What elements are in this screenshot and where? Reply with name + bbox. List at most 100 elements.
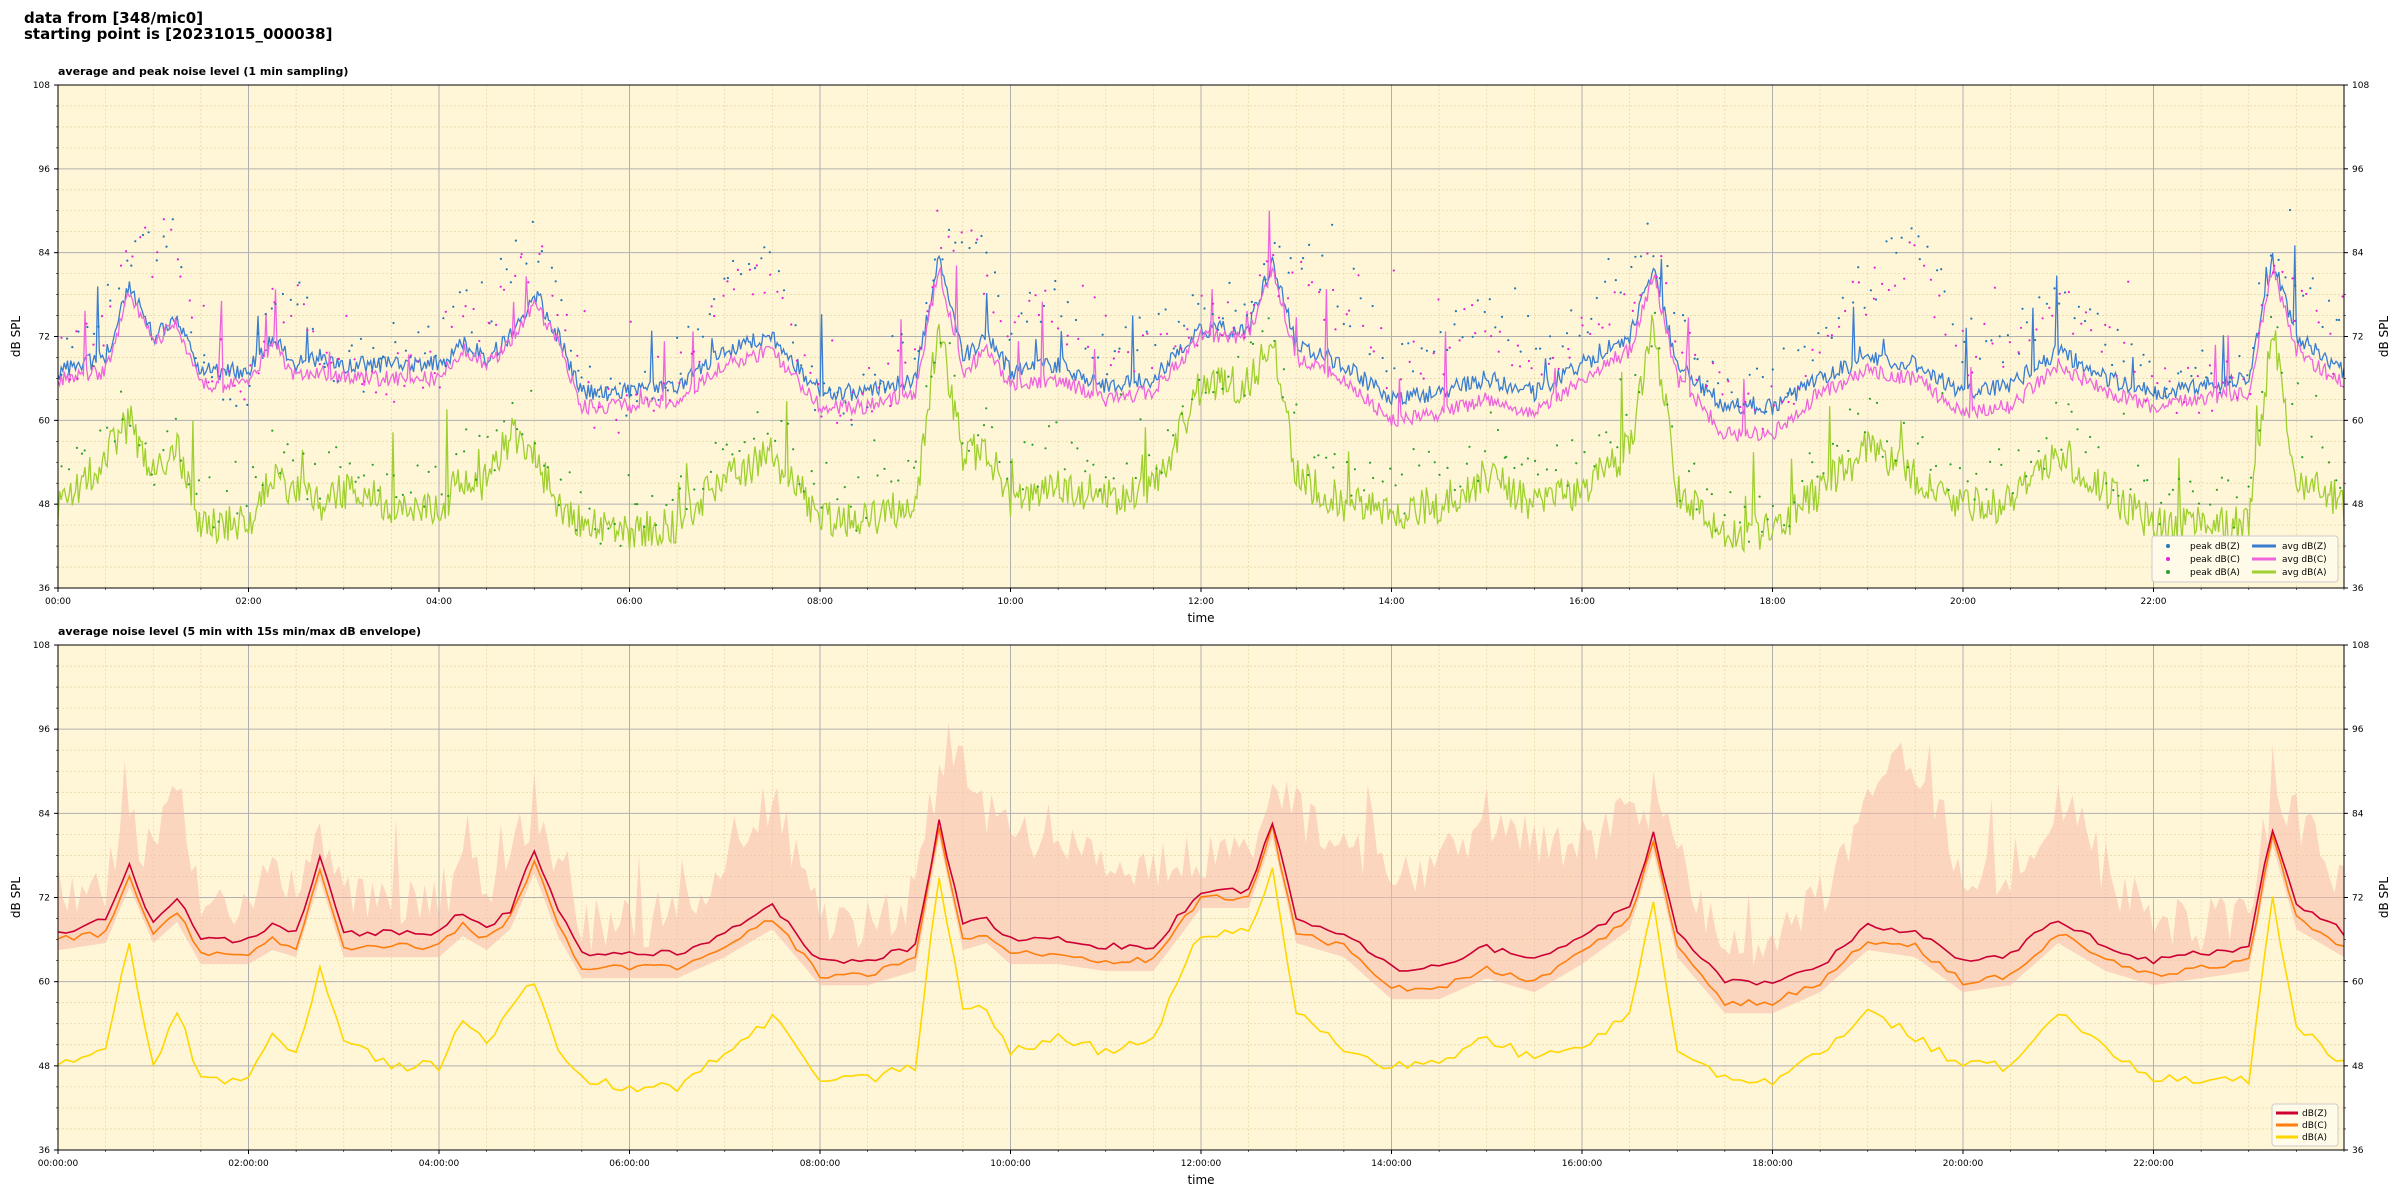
y-tick-label-right: 84 bbox=[2352, 249, 2364, 259]
y-tick-label: 72 bbox=[39, 894, 50, 904]
point-peak-dba bbox=[174, 417, 177, 420]
point-peak-dbz bbox=[1683, 319, 1686, 322]
point-peak-dba bbox=[447, 494, 450, 498]
point-peak-dba bbox=[1609, 441, 1612, 444]
legend-label: avg dB(Z) bbox=[2282, 542, 2327, 552]
point-peak-dbz bbox=[229, 398, 232, 401]
point-peak-dbc bbox=[416, 360, 419, 363]
point-peak-dba bbox=[1047, 425, 1051, 428]
point-peak-dbc bbox=[325, 351, 328, 354]
point-peak-dbz bbox=[1595, 296, 1598, 300]
point-peak-dbz bbox=[323, 362, 326, 365]
point-peak-dba bbox=[1104, 476, 1107, 479]
point-peak-dba bbox=[543, 464, 546, 467]
point-peak-dba bbox=[475, 478, 478, 481]
point-peak-dbc bbox=[2084, 311, 2088, 314]
point-peak-dba bbox=[2070, 410, 2073, 413]
point-peak-dbz bbox=[1336, 305, 1339, 308]
point-peak-dbc bbox=[2164, 367, 2167, 370]
point-peak-dbz bbox=[359, 337, 362, 340]
point-peak-dbz bbox=[404, 349, 407, 352]
point-peak-dbc bbox=[1357, 274, 1360, 277]
point-peak-dbc bbox=[1639, 294, 1642, 297]
point-peak-dbc bbox=[2133, 370, 2136, 373]
point-peak-dbc bbox=[1781, 400, 1784, 403]
point-peak-dba bbox=[1332, 466, 1335, 469]
point-peak-dbc bbox=[2300, 289, 2303, 292]
point-peak-dbz bbox=[60, 373, 63, 376]
point-peak-dbc bbox=[1511, 364, 1514, 367]
point-peak-dba bbox=[1216, 371, 1219, 374]
point-peak-dba bbox=[1545, 468, 1548, 471]
point-peak-dbz bbox=[2228, 380, 2231, 384]
y-tick-label: 72 bbox=[39, 333, 50, 343]
legend-label: avg dB(A) bbox=[2282, 568, 2326, 578]
point-peak-dbc bbox=[421, 386, 425, 389]
point-peak-dba bbox=[80, 452, 84, 455]
point-peak-dbz bbox=[1817, 332, 1820, 335]
point-peak-dba bbox=[463, 450, 466, 453]
point-peak-dba bbox=[709, 470, 713, 473]
point-peak-dba bbox=[1227, 375, 1230, 378]
point-peak-dbc bbox=[722, 294, 725, 297]
point-peak-dba bbox=[1353, 468, 1356, 471]
series-avg-dbc bbox=[57, 210, 2345, 442]
point-peak-dbz bbox=[509, 281, 512, 284]
point-peak-dbc bbox=[1623, 293, 1626, 296]
point-peak-dba bbox=[2160, 501, 2163, 504]
point-peak-dbc bbox=[1857, 281, 1860, 284]
series-peak-dbz bbox=[60, 208, 2341, 426]
point-peak-dbc bbox=[748, 268, 752, 271]
point-peak-dbz bbox=[2116, 328, 2119, 331]
point-peak-dbc bbox=[478, 339, 481, 343]
point-peak-dbz bbox=[1138, 316, 1141, 319]
point-peak-dba bbox=[162, 449, 165, 452]
point-peak-dba bbox=[1811, 461, 1814, 464]
point-peak-dbz bbox=[1570, 309, 1573, 312]
point-peak-dba bbox=[434, 465, 437, 468]
point-peak-dba bbox=[665, 503, 668, 507]
point-peak-dba bbox=[579, 491, 582, 494]
series-dba bbox=[57, 867, 2345, 1093]
point-peak-dbc bbox=[732, 288, 736, 291]
point-peak-dbc bbox=[1665, 282, 1668, 285]
point-peak-dbc bbox=[1258, 274, 1262, 277]
point-peak-dba bbox=[1453, 488, 1456, 492]
point-peak-dbz bbox=[180, 266, 183, 269]
point-peak-dbz bbox=[975, 241, 978, 244]
point-peak-dbz bbox=[246, 403, 249, 406]
point-peak-dbc bbox=[1399, 378, 1402, 381]
point-peak-dbz bbox=[1381, 356, 1384, 360]
point-peak-dbc bbox=[1718, 371, 1721, 374]
point-peak-dba bbox=[1625, 413, 1628, 416]
point-peak-dba bbox=[385, 473, 389, 476]
point-peak-dba bbox=[798, 483, 801, 486]
point-peak-dbz bbox=[1066, 301, 1069, 304]
point-peak-dbz bbox=[2153, 391, 2157, 394]
point-peak-dbc bbox=[2127, 280, 2130, 283]
point-peak-dba bbox=[2084, 451, 2087, 454]
point-peak-dbc bbox=[1887, 288, 1890, 292]
point-peak-dbz bbox=[499, 257, 502, 260]
point-peak-dbc bbox=[2002, 365, 2005, 368]
point-peak-dbz bbox=[782, 289, 786, 292]
point-peak-dbz bbox=[1042, 304, 1045, 307]
point-peak-dbc bbox=[1967, 374, 1970, 377]
point-peak-dba bbox=[849, 505, 852, 508]
point-peak-dba bbox=[1743, 505, 1746, 508]
point-peak-dbc bbox=[1527, 359, 1530, 363]
point-peak-dba bbox=[2291, 402, 2294, 406]
point-peak-dbz bbox=[1101, 333, 1104, 336]
point-peak-dbc bbox=[2329, 332, 2332, 335]
point-peak-dbz bbox=[427, 325, 430, 328]
legend-label: avg dB(C) bbox=[2282, 555, 2327, 565]
point-peak-dbc bbox=[190, 316, 193, 319]
point-peak-dbz bbox=[2252, 346, 2255, 350]
point-peak-dba bbox=[478, 434, 481, 437]
point-peak-dbz bbox=[588, 365, 592, 368]
x-tick-label: 06:00:00 bbox=[609, 1159, 650, 1169]
point-peak-dba bbox=[1747, 540, 1751, 543]
point-peak-dba bbox=[1350, 494, 1353, 497]
point-peak-dba bbox=[1418, 464, 1421, 467]
point-peak-dba bbox=[1598, 434, 1601, 437]
